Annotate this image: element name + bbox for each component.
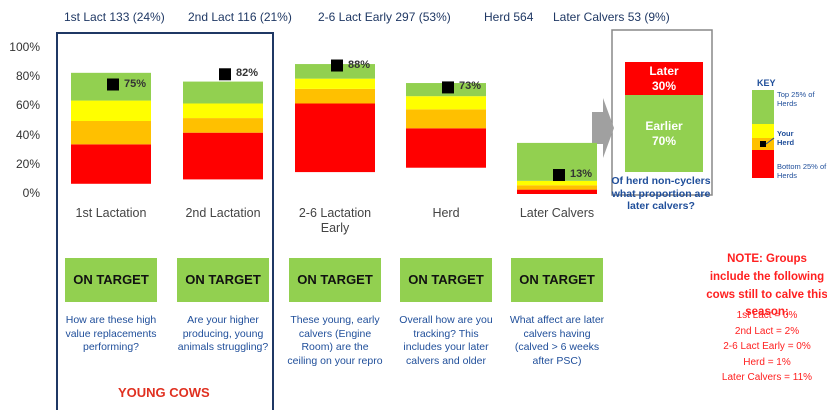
question: How are these high value replacements pe… — [65, 314, 157, 354]
bar-segment — [71, 121, 151, 145]
marker — [553, 169, 565, 182]
proportion-category: Earlier — [645, 118, 683, 133]
note-item: 2-6 Lact Early = 0% — [723, 341, 811, 352]
marker-label: 82% — [236, 67, 259, 80]
bar-segment — [517, 180, 597, 186]
note-item: Herd = 1% — [743, 356, 791, 368]
note-title: NOTE: Groups include the following cows … — [706, 253, 827, 319]
bar-segment — [295, 88, 375, 104]
marker — [107, 78, 119, 91]
key-label: Top 25% of Herds — [777, 90, 815, 108]
note-item: 2nd Lact = 2% — [734, 325, 800, 337]
status-box: ON TARGET — [511, 258, 603, 302]
category-label: Herd — [432, 206, 460, 220]
bar-segment — [517, 185, 597, 190]
young-cows-frame — [56, 32, 274, 410]
y-tick-label: 40% — [15, 127, 40, 142]
note-item: 1st Lact = 0% — [736, 310, 798, 321]
category-label: Later Calvers — [519, 206, 595, 220]
bar-segment — [295, 78, 375, 89]
status-box: ON TARGET — [177, 258, 269, 302]
proportion-category: Later — [649, 63, 679, 78]
y-tick-label: 60% — [15, 98, 40, 113]
marker-label: 13% — [570, 168, 593, 181]
key-mid-high — [752, 124, 774, 138]
y-tick-label: 80% — [15, 69, 40, 84]
marker — [219, 68, 231, 81]
header-label: Later Calvers 53 (9%) — [553, 10, 670, 24]
question: Are your higher producing, young animals… — [177, 314, 269, 354]
proportion-value: 30% — [651, 78, 677, 93]
bar-segment — [406, 96, 486, 110]
key-title: KEY — [757, 78, 776, 88]
bar-segment — [183, 132, 263, 180]
bar-segment — [183, 103, 263, 119]
arrow — [592, 98, 614, 158]
y-tick-label: 0% — [22, 186, 40, 200]
proportion-frame — [611, 29, 713, 196]
header-label: 2nd Lact 116 (21%) — [188, 10, 292, 24]
header-label: Herd 564 — [484, 10, 534, 24]
proportion-segment — [625, 95, 703, 172]
key-label: Your Herd — [777, 129, 795, 147]
category-label: 2-6 Lactation Early — [298, 206, 372, 235]
bar-segment — [71, 100, 151, 121]
marker-label: 75% — [124, 77, 147, 90]
question: Overall how are you tracking? This inclu… — [399, 314, 493, 367]
key-bottom — [752, 150, 774, 178]
header-label: 1st Lact 133 (24%) — [64, 10, 165, 24]
question: These young, early calvers (Engine Room)… — [287, 314, 383, 367]
proportion-question: Of herd non-cyclers what proportion are … — [611, 175, 711, 213]
key-label: Bottom 25% of Herds — [777, 162, 827, 180]
proportion-value: 70% — [651, 133, 677, 148]
note-item: Later Calvers = 11% — [721, 372, 813, 383]
key-top — [752, 90, 774, 124]
marker-label: 88% — [348, 58, 371, 71]
status-box: ON TARGET — [65, 258, 157, 302]
marker — [442, 81, 454, 94]
key-marker — [760, 141, 766, 147]
y-tick-label: 20% — [15, 156, 40, 171]
status-box: ON TARGET — [400, 258, 492, 302]
bar-segment — [183, 118, 263, 133]
bar-segment — [71, 144, 151, 184]
marker — [331, 59, 343, 72]
bar-segment — [517, 189, 597, 194]
marker-label: 73% — [459, 80, 482, 93]
key-pointer — [765, 137, 775, 145]
header-label: 2-6 Lact Early 297 (53%) — [318, 10, 451, 24]
question: What affect are later calvers having (ca… — [509, 314, 605, 367]
category-label: 2nd Lactation — [185, 206, 261, 220]
bar-segment — [406, 109, 486, 129]
category-label: 1st Lactation — [75, 206, 147, 220]
y-tick-label: 100% — [9, 40, 40, 54]
bar-segment — [295, 103, 375, 173]
group-label: YOUNG COWS — [118, 385, 210, 400]
proportion-segment — [625, 62, 703, 95]
bar-segment — [183, 81, 263, 104]
bar-segment — [406, 128, 486, 168]
status-box: ON TARGET — [289, 258, 381, 302]
